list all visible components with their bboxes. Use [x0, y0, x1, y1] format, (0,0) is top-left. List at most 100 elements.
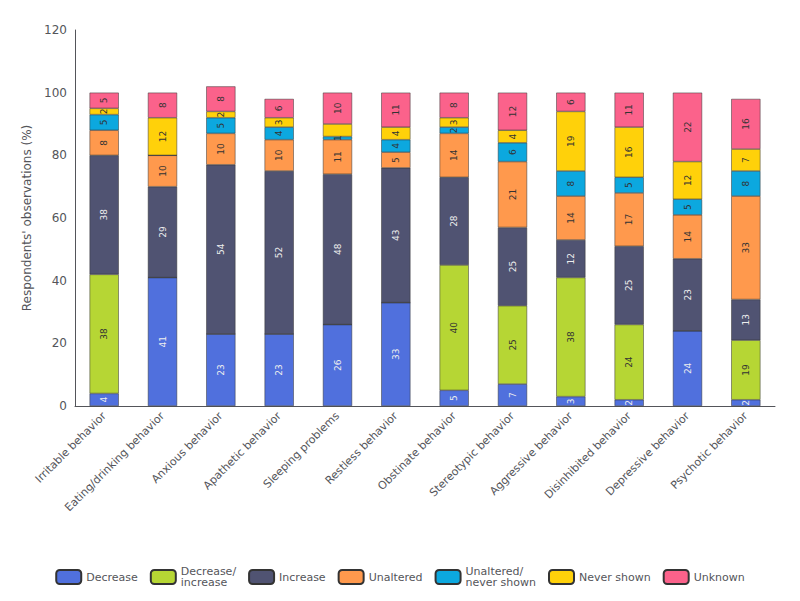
svg-text:Respondents' observations (%): Respondents' observations (%) — [20, 125, 34, 311]
svg-text:25: 25 — [624, 280, 634, 291]
svg-text:23: 23 — [274, 364, 284, 375]
svg-text:19: 19 — [741, 364, 751, 376]
svg-text:13: 13 — [741, 314, 751, 325]
svg-text:23: 23 — [683, 289, 693, 300]
svg-text:Depressive behavior: Depressive behavior — [603, 409, 693, 499]
svg-text:48: 48 — [333, 243, 343, 255]
svg-text:4: 4 — [391, 130, 401, 136]
svg-text:Unaltered: Unaltered — [369, 571, 423, 584]
svg-text:2: 2 — [741, 400, 751, 406]
svg-text:33: 33 — [741, 242, 751, 253]
svg-text:8: 8 — [158, 102, 168, 108]
svg-text:Eating/drinking behavior: Eating/drinking behavior — [62, 409, 167, 514]
svg-text:28: 28 — [449, 215, 459, 227]
svg-text:14: 14 — [683, 231, 693, 243]
svg-text:38: 38 — [99, 209, 109, 221]
svg-text:6: 6 — [274, 105, 284, 111]
svg-text:5: 5 — [99, 120, 109, 126]
svg-text:2: 2 — [624, 400, 634, 406]
svg-text:22: 22 — [683, 121, 693, 132]
svg-text:3: 3 — [274, 120, 284, 126]
svg-text:26: 26 — [333, 359, 343, 371]
svg-text:5: 5 — [449, 395, 459, 401]
svg-text:3: 3 — [566, 398, 576, 404]
svg-text:25: 25 — [508, 339, 518, 350]
svg-text:120: 120 — [44, 23, 67, 37]
svg-text:Increase: Increase — [279, 571, 326, 584]
svg-text:0: 0 — [59, 399, 67, 413]
svg-text:12: 12 — [158, 131, 168, 142]
svg-text:7: 7 — [508, 392, 518, 398]
svg-text:Unknown: Unknown — [694, 571, 745, 584]
svg-text:10: 10 — [158, 165, 168, 177]
svg-text:12: 12 — [683, 175, 693, 186]
svg-text:10: 10 — [274, 149, 284, 161]
svg-text:19: 19 — [566, 135, 576, 147]
svg-text:Obstinate behavior: Obstinate behavior — [375, 409, 459, 493]
svg-text:38: 38 — [99, 328, 109, 340]
svg-text:5: 5 — [99, 98, 109, 104]
svg-text:8: 8 — [99, 140, 109, 146]
svg-text:Never shown: Never shown — [579, 571, 651, 584]
svg-text:4: 4 — [99, 397, 109, 403]
svg-text:5: 5 — [216, 123, 226, 129]
svg-text:11: 11 — [624, 104, 634, 115]
svg-text:Decrease: Decrease — [86, 571, 138, 584]
svg-text:never shown: never shown — [466, 576, 536, 589]
svg-text:25: 25 — [508, 261, 518, 272]
svg-text:33: 33 — [391, 349, 401, 360]
svg-text:4: 4 — [391, 143, 401, 149]
svg-text:4: 4 — [274, 130, 284, 136]
svg-text:11: 11 — [391, 104, 401, 115]
svg-text:4: 4 — [508, 133, 518, 139]
svg-text:Stereotypic behavior: Stereotypic behavior — [427, 409, 518, 500]
svg-text:14: 14 — [449, 149, 459, 161]
svg-text:16: 16 — [741, 118, 751, 130]
svg-text:8: 8 — [449, 102, 459, 108]
svg-text:5: 5 — [683, 204, 693, 210]
svg-text:16: 16 — [624, 146, 634, 158]
svg-text:10: 10 — [216, 143, 226, 155]
svg-text:6: 6 — [508, 149, 518, 155]
svg-text:5: 5 — [624, 182, 634, 188]
svg-text:24: 24 — [683, 362, 693, 374]
svg-text:8: 8 — [741, 180, 751, 186]
svg-text:10: 10 — [333, 102, 343, 114]
svg-text:increase: increase — [181, 576, 228, 589]
svg-text:2: 2 — [449, 127, 459, 133]
svg-text:40: 40 — [449, 322, 459, 334]
svg-text:20: 20 — [52, 336, 67, 350]
svg-text:11: 11 — [333, 151, 343, 162]
svg-text:Sleeping problems: Sleeping problems — [260, 409, 343, 491]
svg-text:23: 23 — [216, 364, 226, 375]
svg-text:80: 80 — [52, 148, 67, 162]
svg-text:8: 8 — [566, 180, 576, 186]
svg-text:21: 21 — [508, 189, 518, 200]
svg-text:8: 8 — [216, 96, 226, 102]
svg-text:40: 40 — [52, 274, 67, 288]
svg-text:3: 3 — [449, 120, 459, 126]
svg-text:Disinhibited behavior: Disinhibited behavior — [541, 409, 634, 502]
svg-text:Apathetic behavior: Apathetic behavior — [200, 409, 284, 493]
svg-text:24: 24 — [624, 356, 634, 368]
svg-text:12: 12 — [508, 106, 518, 117]
svg-text:54: 54 — [216, 243, 226, 255]
svg-text:17: 17 — [624, 214, 634, 225]
svg-text:6: 6 — [566, 99, 576, 105]
svg-text:60: 60 — [52, 211, 67, 225]
svg-text:Aggressive behavior: Aggressive behavior — [487, 409, 576, 498]
svg-text:1: 1 — [333, 135, 343, 141]
svg-text:Psychotic behavior: Psychotic behavior — [668, 409, 751, 492]
svg-text:41: 41 — [158, 336, 168, 347]
svg-text:100: 100 — [44, 86, 67, 100]
svg-text:2: 2 — [216, 112, 226, 118]
svg-text:14: 14 — [566, 212, 576, 224]
svg-text:38: 38 — [566, 331, 576, 343]
svg-text:43: 43 — [391, 230, 401, 241]
svg-text:52: 52 — [274, 247, 284, 258]
svg-text:5: 5 — [391, 157, 401, 163]
svg-text:29: 29 — [158, 226, 168, 238]
svg-text:12: 12 — [566, 253, 576, 264]
svg-text:7: 7 — [741, 157, 751, 163]
svg-text:2: 2 — [99, 109, 109, 115]
